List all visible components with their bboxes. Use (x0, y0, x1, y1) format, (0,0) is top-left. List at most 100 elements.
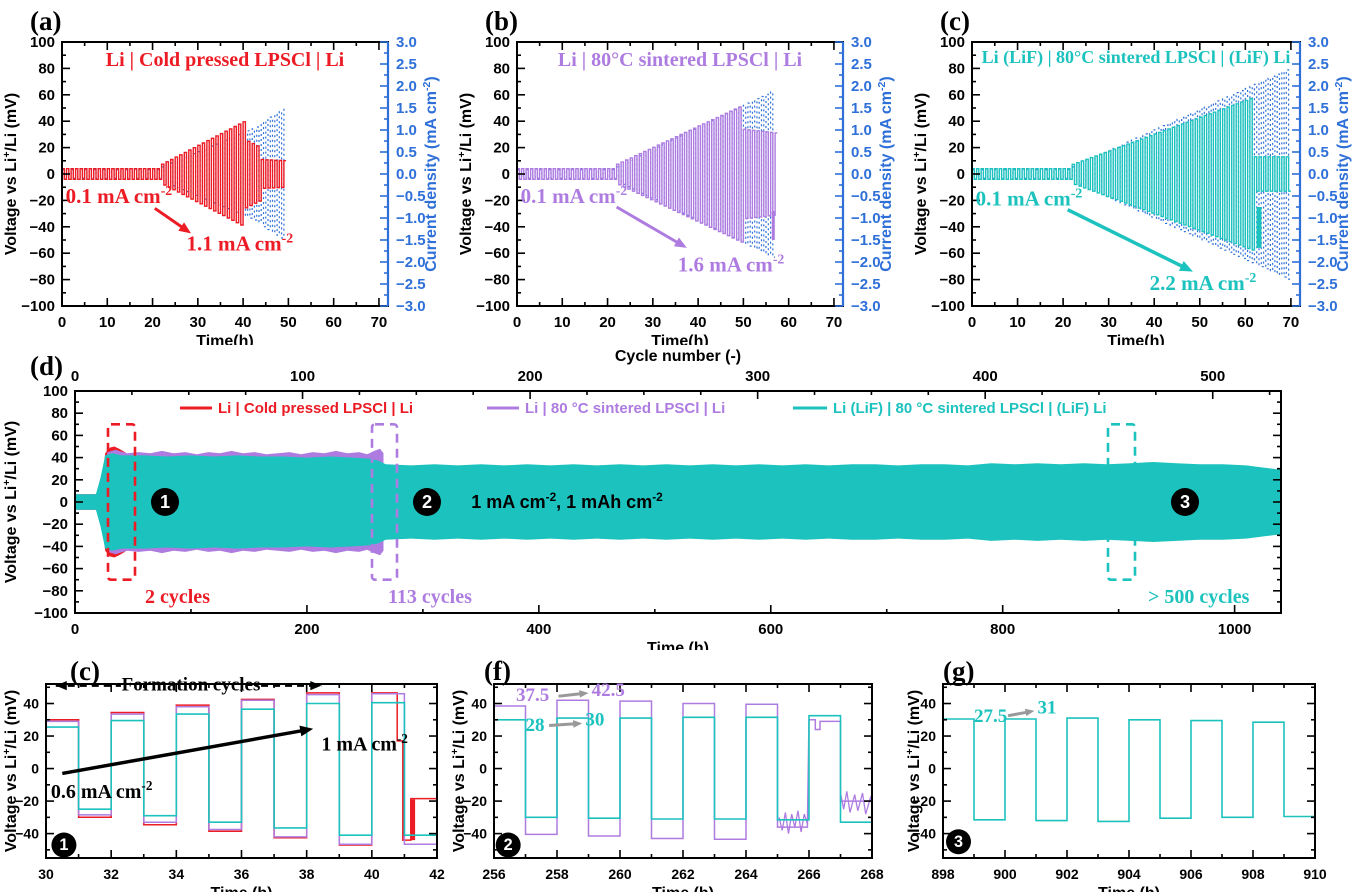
chart-svg-g: 898 900 902 904 906 908 910 Time (h) −40 −20 0 20 40… (904, 656, 1327, 892)
cycle-badge-number: 1 (160, 492, 170, 512)
svg-text:−20: −20 (463, 793, 487, 809)
cycle-badge-circle (51, 832, 77, 858)
svg-text:400: 400 (526, 621, 551, 638)
annotation-text: > 500 cycles (1148, 586, 1250, 608)
svg-text:50: 50 (735, 314, 752, 331)
panel-label-b: (b) (485, 6, 518, 36)
series-group (46, 692, 437, 846)
y-axis-title: Voltage vs Li+/Li (mV) (1, 93, 20, 255)
y2-axis-title: Current density (mA cm-2) (1333, 76, 1352, 272)
annotation-text: 37.5 (516, 685, 549, 706)
svg-text:3.0: 3.0 (396, 34, 417, 51)
svg-text:200: 200 (518, 368, 543, 385)
annotation-arrow (615, 205, 680, 245)
svg-text:−2.5: −2.5 (851, 276, 881, 293)
svg-text:20: 20 (920, 728, 936, 744)
svg-text:−60: −60 (30, 245, 55, 262)
annotation-text: 30 (585, 709, 604, 730)
svg-text:50: 50 (1191, 314, 1208, 331)
chart-svg-e: 30323436384042Time (h)−40−2002040Voltage… (1, 656, 445, 892)
annotations-group: Formation cycles 0.6 mA cm-2 1 mA cm-2 1 (51, 675, 408, 858)
annotation-text: 27.5 (974, 706, 1007, 727)
svg-text:100: 100 (30, 34, 55, 51)
series-sqwave-teal (972, 98, 1291, 251)
svg-text:600: 600 (758, 621, 783, 638)
svg-text:268: 268 (860, 866, 884, 882)
svg-text:500: 500 (1200, 368, 1225, 385)
annotation-text: 0.6 mA cm-2 (51, 778, 153, 803)
svg-text:20: 20 (948, 140, 965, 157)
arrow-head (1024, 708, 1035, 717)
svg-text:−20: −20 (485, 192, 510, 209)
svg-text:−1.5: −1.5 (851, 232, 881, 249)
svg-text:100: 100 (290, 368, 315, 385)
svg-text:−20: −20 (30, 192, 55, 209)
svg-text:264: 264 (734, 866, 758, 882)
svg-text:−40: −40 (30, 219, 55, 236)
y2-axis-title: Current density (mA cm-2) (421, 76, 440, 272)
cycle-badge-circle (413, 488, 441, 516)
svg-text:−0.5: −0.5 (396, 188, 426, 205)
svg-text:−1.5: −1.5 (1308, 232, 1338, 249)
svg-text:1.0: 1.0 (851, 122, 872, 139)
series-steps-teal (494, 714, 872, 823)
series-group (972, 69, 1291, 280)
svg-text:80: 80 (948, 60, 965, 77)
svg-text:300: 300 (745, 368, 770, 385)
svg-text:0: 0 (968, 314, 976, 331)
svg-text:40: 40 (690, 314, 707, 331)
svg-text:70: 70 (1283, 314, 1300, 331)
cycle-badge-number: 3 (954, 833, 963, 851)
svg-text:910: 910 (1303, 866, 1327, 882)
panel-c: 0 10 20 30 40 50 60 70 Time(h) −100 −80 −60 −40 −20 0 2… (910, 0, 1367, 350)
svg-text:−1.5: −1.5 (396, 232, 426, 249)
svg-text:40: 40 (920, 696, 936, 712)
svg-text:40: 40 (51, 450, 68, 467)
annotation-text: 31 (1038, 697, 1057, 718)
svg-text:0: 0 (928, 761, 936, 777)
svg-text:100: 100 (940, 34, 965, 51)
svg-text:−80: −80 (940, 272, 965, 289)
cycle-badge-circle (946, 829, 971, 855)
svg-text:80: 80 (493, 60, 510, 77)
svg-text:0: 0 (479, 761, 487, 777)
arrow-head (572, 720, 583, 728)
svg-text:−40: −40 (912, 826, 936, 842)
svg-text:100: 100 (485, 34, 510, 51)
svg-text:262: 262 (671, 866, 695, 882)
svg-text:−20: −20 (43, 516, 68, 533)
svg-text:1.0: 1.0 (396, 122, 417, 139)
chart-svg-c: 0 10 20 30 40 50 60 70 Time(h) −100 −80 −60 −40 −20 0 2… (911, 6, 1352, 350)
annotation-arrow (61, 728, 304, 776)
annotation-text: 113 cycles (388, 586, 472, 608)
svg-text:0.0: 0.0 (1308, 166, 1329, 183)
svg-text:0: 0 (71, 621, 79, 638)
annotation-text: Formation cycles (122, 675, 261, 696)
axes-group: 256 258 260 262 264 266 268 Time (h) −40 −20 0 20 40… (449, 684, 884, 892)
annotation-arrow (549, 722, 576, 727)
svg-text:60: 60 (1237, 314, 1254, 331)
svg-text:40: 40 (364, 866, 380, 882)
highlight-box-purple (370, 423, 399, 581)
panel-b: 0 10 20 30 40 50 60 70 Time(h) −100 −80 −60 −40 −20 0 2… (455, 0, 910, 350)
svg-text:40: 40 (38, 113, 55, 130)
series-group (517, 91, 778, 258)
x-axis-title: Time (h) (652, 885, 714, 892)
x-axis-title: Time(h) (1107, 333, 1164, 345)
axes-group: 898 900 902 904 906 908 910 Time (h) −40 −20 0 20 40… (904, 684, 1327, 892)
svg-text:260: 260 (608, 866, 632, 882)
y-axis-title: Voltage vs Li+/Li (mV) (1, 690, 20, 852)
svg-text:34: 34 (169, 866, 185, 882)
axes-group: 0 10 20 30 40 50 60 70 Time(h) −100 −80 −60 −40 −20 0 2… (456, 34, 895, 350)
svg-text:1.5: 1.5 (851, 100, 872, 117)
svg-text:−20: −20 (15, 793, 39, 809)
arrow-head (299, 725, 314, 737)
svg-text:2.5: 2.5 (1308, 56, 1329, 73)
svg-text:60: 60 (948, 87, 965, 104)
svg-text:200: 200 (294, 621, 319, 638)
svg-text:60: 60 (493, 87, 510, 104)
annotations-group: Li | Cold pressed LPSCl | Li Li | 80 °C s… (106, 400, 1250, 608)
svg-text:10: 10 (99, 314, 116, 331)
